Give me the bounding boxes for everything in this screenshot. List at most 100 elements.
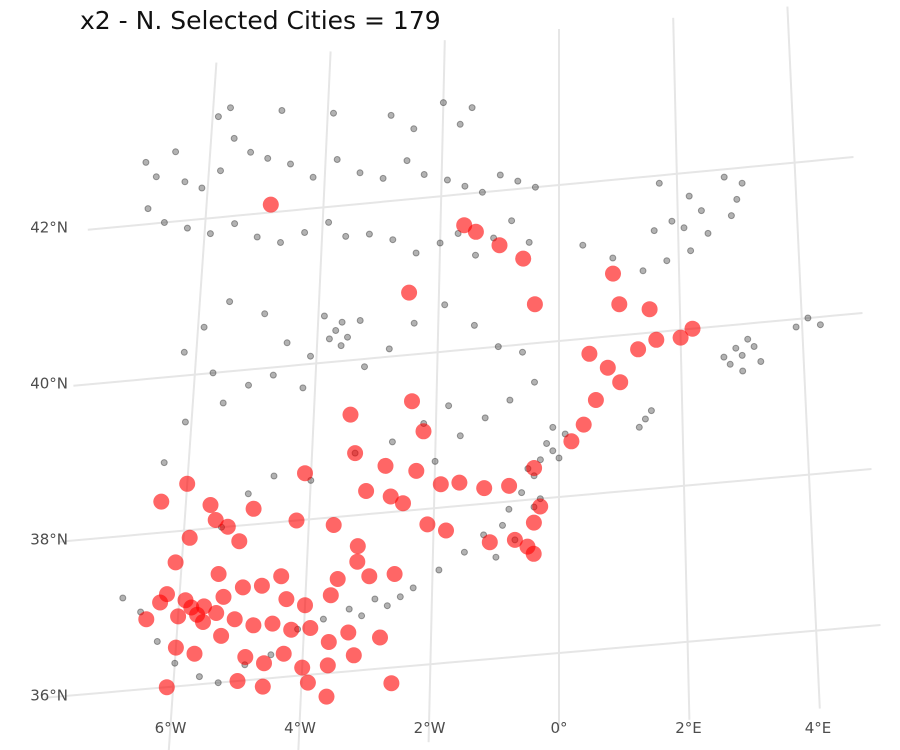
city-point	[345, 605, 353, 613]
selected-city-point	[318, 688, 335, 705]
city-point	[436, 239, 444, 247]
selected-city-point	[349, 553, 366, 570]
selected-city-point	[340, 624, 357, 641]
selected-city-point	[202, 497, 219, 513]
selected-city-point	[408, 462, 425, 479]
meridian-line	[786, 6, 821, 709]
city-point	[704, 229, 712, 237]
city-point	[244, 490, 252, 498]
city-point	[454, 230, 462, 237]
selected-city-point	[599, 359, 616, 376]
selected-city-point	[319, 657, 336, 674]
selected-city-point	[386, 566, 403, 582]
lat-tick-label: 40°N	[30, 375, 68, 393]
city-point	[549, 447, 557, 455]
lon-tick-label: 0°	[550, 719, 567, 737]
selected-city-point	[275, 645, 292, 662]
selected-city-point	[158, 679, 175, 696]
selected-city-point	[229, 673, 246, 689]
city-point	[153, 638, 161, 645]
city-point	[200, 323, 208, 331]
selected-city-point	[587, 392, 604, 408]
city-point	[531, 378, 538, 386]
selected-city-point	[525, 545, 542, 562]
city-point	[361, 363, 368, 371]
lon-tick-label: 4°E	[805, 719, 832, 737]
city-point	[217, 167, 224, 175]
selected-city-point	[383, 675, 400, 692]
city-point	[171, 659, 179, 667]
selected-city-point	[377, 457, 394, 474]
selected-city-point	[515, 250, 532, 267]
lat-tick-label: 42°N	[30, 219, 68, 237]
city-point	[739, 367, 747, 375]
city-point	[403, 157, 411, 165]
selected-city-point	[322, 587, 339, 604]
selected-city-point	[325, 517, 342, 533]
city-point	[461, 182, 469, 190]
city-point	[738, 351, 746, 359]
lat-tick-label: 36°N	[30, 687, 68, 705]
selected-city-point	[153, 493, 170, 510]
city-point	[609, 254, 617, 262]
selected-city-point	[491, 237, 508, 254]
selected-city-point	[299, 674, 316, 691]
axis-ticks: 6°W 4°W 2°W 0° 2°E 4°E 36°N 38°N 40°N 42°N	[30, 219, 831, 737]
selected-city-point	[264, 615, 281, 632]
city-point	[356, 169, 364, 177]
selected-city-point	[302, 620, 319, 636]
selected-city-point	[451, 474, 468, 491]
city-point	[344, 333, 351, 341]
city-point	[525, 238, 533, 246]
city-point	[356, 317, 364, 324]
selected-city-point	[186, 645, 203, 662]
city-point	[342, 232, 350, 240]
lon-tick-label: 6°W	[155, 719, 187, 737]
city-point	[519, 348, 526, 356]
selected-city-point	[213, 627, 230, 644]
city-point	[635, 423, 643, 431]
city-point	[119, 594, 127, 602]
city-point	[641, 415, 649, 423]
city-point	[245, 381, 252, 389]
city-point	[668, 217, 676, 225]
city-point	[410, 125, 418, 133]
city-point	[325, 218, 333, 226]
selected-city-point	[648, 331, 665, 348]
city-point	[320, 312, 328, 320]
city-point	[726, 360, 734, 368]
meridian-line	[427, 40, 446, 743]
city-point	[685, 192, 693, 200]
selected-city-point	[526, 460, 543, 476]
city-point	[206, 230, 214, 238]
city-point	[385, 345, 393, 353]
city-point	[219, 399, 227, 407]
selected-city-point	[278, 591, 295, 608]
city-point	[445, 402, 453, 410]
city-point	[152, 173, 160, 181]
city-point	[456, 120, 464, 128]
city-point	[261, 310, 269, 318]
city-point	[720, 173, 728, 181]
city-point	[410, 319, 418, 327]
city-point	[456, 432, 464, 440]
selected-city-point	[419, 516, 436, 533]
city-point	[579, 241, 587, 249]
city-point	[337, 342, 345, 350]
selected-city-point	[181, 529, 198, 546]
city-point	[506, 396, 514, 404]
map-title: x2 - N. Selected Cities = 179	[80, 6, 441, 35]
selected-city-point	[167, 639, 184, 656]
city-point	[365, 230, 373, 238]
city-point	[198, 184, 206, 192]
city-point	[278, 107, 286, 114]
selected-city-point	[177, 592, 194, 609]
city-point	[277, 239, 284, 246]
city-point	[549, 423, 557, 431]
selected-city-point	[563, 433, 580, 450]
city-point	[804, 314, 812, 322]
selected-city-point	[347, 445, 364, 462]
selected-city-point	[382, 488, 399, 505]
selected-city-point	[456, 217, 473, 234]
city-point	[396, 593, 404, 601]
